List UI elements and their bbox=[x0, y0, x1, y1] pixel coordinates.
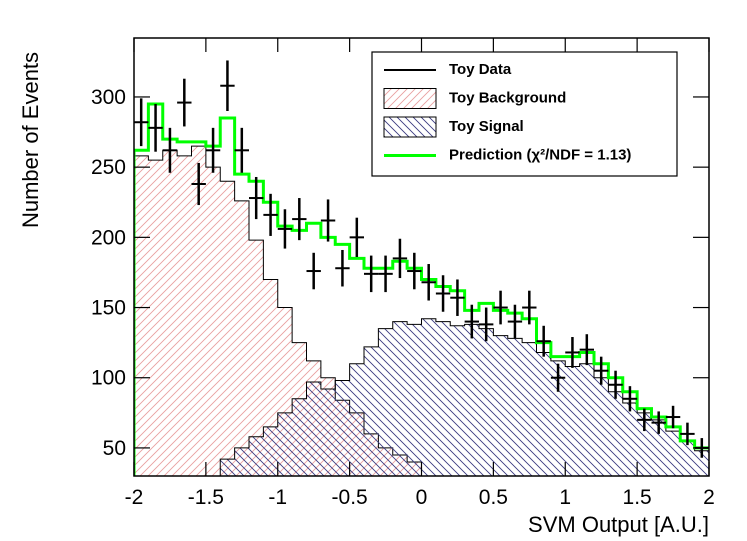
legend-swatch bbox=[383, 116, 437, 138]
hatched-histogram bbox=[134, 318, 709, 476]
x-axis-label: SVM Output [A.U.] bbox=[528, 512, 709, 537]
y-tick-label: 100 bbox=[91, 367, 126, 390]
x-tick-label: -2 bbox=[125, 486, 144, 509]
x-tick-label: -0.5 bbox=[332, 486, 368, 509]
legend-label: Toy Signal bbox=[449, 118, 524, 135]
y-tick-label: 150 bbox=[91, 297, 126, 320]
y-tick-label: 200 bbox=[91, 226, 126, 249]
y-tick-label: 300 bbox=[91, 86, 126, 109]
x-tick-label: 2 bbox=[703, 486, 715, 509]
x-tick-label: -1.5 bbox=[188, 486, 224, 509]
plot-area bbox=[134, 60, 709, 476]
x-tick-label: 1.5 bbox=[623, 486, 652, 509]
histogram-outline bbox=[134, 318, 709, 476]
hatched-histogram bbox=[134, 146, 709, 476]
x-tick-label: 0 bbox=[416, 486, 428, 509]
x-tick-label: 1 bbox=[559, 486, 571, 509]
y-tick-label: 250 bbox=[91, 156, 126, 179]
legend-label: Prediction (χ²/NDF = 1.13) bbox=[449, 146, 631, 163]
prediction-line bbox=[134, 102, 709, 476]
legend-label: Toy Data bbox=[449, 61, 512, 78]
y-axis-label: Number of Events bbox=[18, 52, 43, 228]
x-tick-label: 0.5 bbox=[479, 486, 508, 509]
legend-swatch bbox=[383, 88, 437, 109]
y-tick-label: 50 bbox=[103, 437, 126, 460]
legend-label: Toy Background bbox=[449, 89, 566, 106]
x-tick-label: -1 bbox=[268, 486, 287, 509]
